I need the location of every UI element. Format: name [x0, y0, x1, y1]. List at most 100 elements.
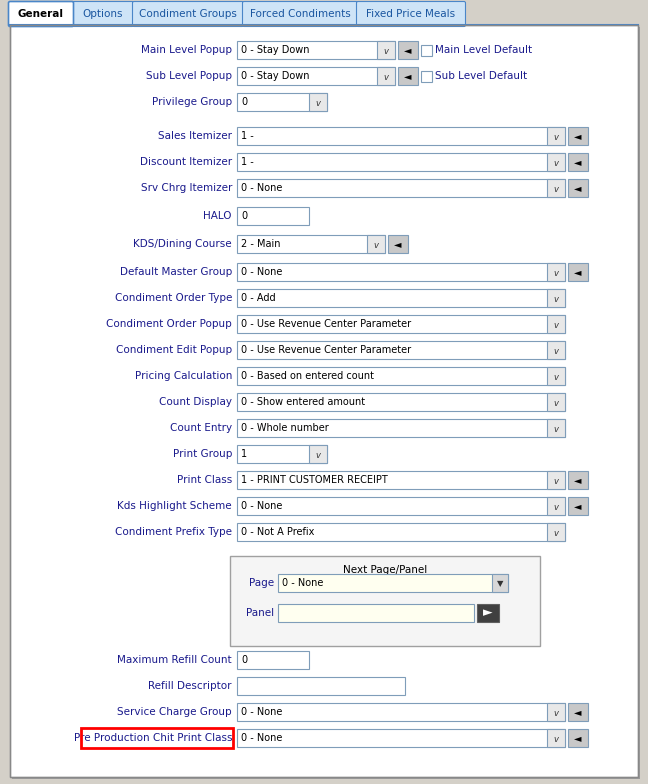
Text: Sub Level Popup: Sub Level Popup [146, 71, 232, 81]
Bar [237, 703, 565, 721]
Bar [237, 523, 565, 541]
Text: 0 - None: 0 - None [241, 707, 283, 717]
Text: Sales Itemizer: Sales Itemizer [158, 131, 232, 141]
Text: ◄: ◄ [574, 267, 582, 277]
Text: ◄: ◄ [574, 183, 582, 193]
Text: ◄: ◄ [574, 707, 582, 717]
Text: 1 -: 1 - [241, 131, 254, 141]
Bar [237, 497, 565, 515]
Text: General: General [18, 9, 64, 19]
Bar [237, 93, 327, 111]
Text: Kds Highlight Scheme: Kds Highlight Scheme [117, 501, 232, 511]
Bar [547, 729, 565, 747]
Text: 0 - Use Revenue Center Parameter: 0 - Use Revenue Center Parameter [241, 345, 411, 355]
Bar [237, 263, 565, 281]
Bar [388, 235, 408, 253]
Bar [309, 445, 327, 463]
Text: v: v [553, 268, 559, 278]
Bar [237, 445, 327, 463]
Text: Count Entry: Count Entry [170, 423, 232, 433]
Bar [367, 235, 385, 253]
Text: Maximum Refill Count: Maximum Refill Count [117, 655, 232, 665]
Bar [237, 393, 565, 411]
Text: ►: ► [483, 607, 493, 619]
Bar [568, 153, 588, 171]
Bar [237, 289, 565, 307]
Text: Condiment Edit Popup: Condiment Edit Popup [116, 345, 232, 355]
Bar [547, 263, 565, 281]
Text: Discount Itemizer: Discount Itemizer [140, 157, 232, 167]
Text: Main Level Default: Main Level Default [435, 45, 532, 55]
Bar [547, 289, 565, 307]
Text: v: v [553, 503, 559, 511]
Text: v: v [373, 241, 378, 249]
FancyBboxPatch shape [8, 2, 73, 27]
Bar [568, 471, 588, 489]
Text: v: v [553, 709, 559, 717]
Bar [237, 179, 565, 197]
Text: ◄: ◄ [404, 45, 411, 55]
Text: Sub Level Default: Sub Level Default [435, 71, 527, 81]
Bar [237, 419, 565, 437]
Text: v: v [553, 477, 559, 485]
Bar [547, 367, 565, 385]
Bar [547, 341, 565, 359]
Text: Condiment Groups: Condiment Groups [139, 9, 237, 19]
Bar [237, 367, 565, 385]
Text: v: v [553, 424, 559, 434]
Text: ▼: ▼ [497, 579, 503, 589]
Text: 0 - Stay Down: 0 - Stay Down [241, 45, 310, 55]
Text: 2 - Main: 2 - Main [241, 239, 281, 249]
Text: Srv Chrg Itemizer: Srv Chrg Itemizer [141, 183, 232, 193]
Bar [81, 728, 233, 748]
Text: 1 -: 1 - [241, 157, 254, 167]
Text: 1: 1 [241, 449, 247, 459]
Bar [568, 703, 588, 721]
Text: v: v [553, 398, 559, 408]
Bar [278, 574, 508, 592]
Bar [568, 497, 588, 515]
Bar [492, 574, 508, 592]
Bar [477, 604, 499, 622]
Text: Count Display: Count Display [159, 397, 232, 407]
Bar [237, 41, 395, 59]
Bar [237, 67, 395, 85]
Bar [237, 153, 565, 171]
Text: v: v [553, 158, 559, 168]
Bar [547, 315, 565, 333]
Bar [230, 556, 540, 646]
Text: 0 - None: 0 - None [241, 183, 283, 193]
Text: v: v [553, 295, 559, 303]
Text: v: v [553, 347, 559, 355]
Text: v: v [316, 451, 321, 459]
Text: Next Page/Panel: Next Page/Panel [343, 565, 427, 575]
Text: Condiment Order Type: Condiment Order Type [115, 293, 232, 303]
Text: 0 - Use Revenue Center Parameter: 0 - Use Revenue Center Parameter [241, 319, 411, 329]
FancyBboxPatch shape [242, 2, 358, 27]
Bar [421, 71, 432, 82]
Bar [547, 419, 565, 437]
Text: v: v [316, 99, 321, 107]
Text: v: v [553, 528, 559, 538]
Bar [547, 703, 565, 721]
FancyBboxPatch shape [132, 2, 244, 27]
Text: ◄: ◄ [394, 239, 402, 249]
Bar [568, 179, 588, 197]
Text: 0 - Whole number: 0 - Whole number [241, 423, 329, 433]
Text: 0 - None: 0 - None [282, 578, 323, 588]
Bar [568, 127, 588, 145]
Text: ◄: ◄ [574, 131, 582, 141]
Bar [547, 523, 565, 541]
Bar [237, 341, 565, 359]
Bar [237, 315, 565, 333]
Text: Page: Page [249, 578, 274, 588]
Bar [377, 67, 395, 85]
Bar [237, 471, 565, 489]
Text: 0 - Not A Prefix: 0 - Not A Prefix [241, 527, 314, 537]
Text: v: v [553, 372, 559, 382]
Text: Service Charge Group: Service Charge Group [117, 707, 232, 717]
Bar [278, 604, 474, 622]
Text: v: v [384, 46, 389, 56]
Bar [547, 153, 565, 171]
Text: Pricing Calculation: Pricing Calculation [135, 371, 232, 381]
